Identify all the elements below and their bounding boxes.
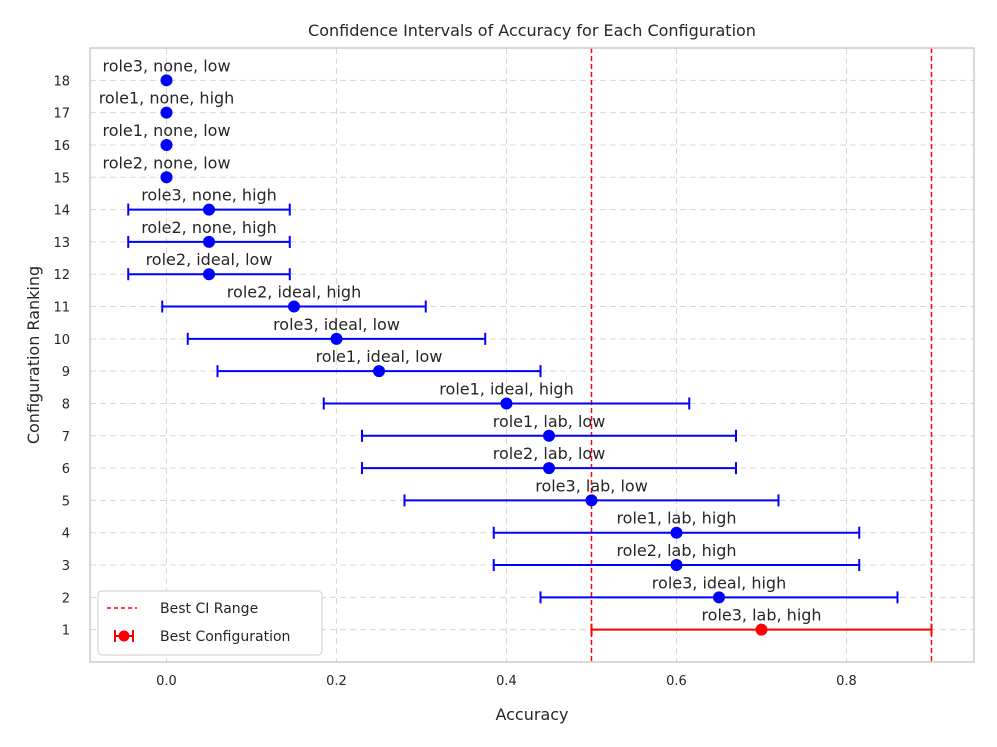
y-tick-label: 15: [53, 171, 70, 186]
point-label: role3, none, high: [141, 186, 277, 205]
config-marker: [203, 203, 215, 216]
y-tick-label: 2: [62, 591, 70, 606]
config-marker: [160, 138, 173, 151]
point-label: role3, ideal, high: [652, 573, 786, 592]
point-label: role2, none, high: [141, 218, 277, 237]
legend-best-ci-range-label: Best CI Range: [160, 601, 258, 617]
y-tick-label: 3: [62, 559, 70, 574]
chart-title: Confidence Intervals of Accuracy for Eac…: [308, 21, 756, 40]
x-tick-label: 0.0: [156, 674, 177, 689]
config-marker: [203, 268, 215, 281]
y-tick-label: 7: [62, 430, 70, 445]
y-tick-label: 16: [53, 139, 70, 154]
y-tick-label: 1: [62, 624, 70, 639]
config-marker: [543, 429, 555, 442]
y-tick-label: 14: [53, 204, 70, 219]
point-label: role1, lab, low: [493, 412, 606, 431]
config-marker: [670, 559, 683, 572]
legend: Best CI Range Best Configuration: [97, 590, 323, 656]
legend-best-config-label: Best Configuration: [160, 629, 290, 645]
x-tick-label: 0.6: [666, 674, 687, 689]
config-marker: [160, 106, 173, 119]
best-config-marker: [755, 623, 768, 636]
y-tick-label: 13: [53, 236, 70, 251]
x-tick-label: 0.2: [326, 674, 347, 689]
config-marker: [160, 74, 173, 87]
config-marker: [288, 300, 300, 313]
y-axis-label: Configuration Ranking: [24, 266, 43, 444]
point-label: role1, ideal, high: [439, 379, 573, 398]
y-tick-label: 5: [62, 494, 70, 509]
config-marker: [330, 332, 343, 345]
config-marker: [500, 397, 513, 410]
error-bars: [127, 74, 933, 636]
point-label: role1, lab, high: [616, 509, 736, 528]
point-label: role2, lab, low: [493, 444, 606, 463]
point-label: role3, ideal, low: [273, 315, 400, 334]
y-tick-label: 4: [62, 527, 70, 542]
plot-frame: [89, 47, 975, 663]
y-tick-label: 10: [53, 333, 70, 348]
x-tick-label: 0.4: [496, 674, 517, 689]
point-label: role3, lab, high: [701, 606, 821, 625]
config-marker: [203, 235, 215, 248]
config-marker: [585, 494, 598, 507]
legend-best-config-swatch-marker: [118, 630, 130, 642]
x-tick-label: 0.8: [836, 674, 857, 689]
legend-box: [97, 590, 323, 656]
point-label: role2, ideal, high: [227, 283, 361, 302]
config-marker: [160, 171, 173, 184]
point-label: role2, none, low: [102, 153, 230, 172]
point-label: role1, none, high: [99, 89, 235, 108]
y-tick-label: 11: [53, 301, 70, 316]
y-tick-label: 8: [62, 397, 70, 412]
y-tick-label: 18: [53, 74, 70, 89]
y-tick-label: 17: [53, 107, 70, 122]
x-axis-ticks: 0.0 0.2 0.4 0.6 0.8: [156, 674, 857, 689]
config-marker: [543, 462, 555, 475]
point-labels: role3, lab, high role3, ideal, high role2,…: [99, 56, 822, 624]
y-tick-label: 9: [62, 365, 70, 380]
best-ci-range-lines: [590, 48, 933, 662]
config-marker: [713, 591, 725, 604]
point-label: role2, ideal, low: [146, 250, 273, 269]
point-label: role3, lab, low: [535, 476, 648, 495]
config-marker: [373, 365, 385, 378]
point-label: role1, ideal, low: [316, 347, 443, 366]
x-axis-label: Accuracy: [495, 705, 568, 724]
config-marker: [670, 526, 683, 539]
point-label: role1, none, low: [102, 121, 230, 140]
point-label: role2, lab, high: [616, 541, 736, 560]
y-tick-label: 12: [53, 268, 70, 283]
point-label: role3, none, low: [102, 56, 230, 75]
y-tick-label: 6: [62, 462, 70, 477]
